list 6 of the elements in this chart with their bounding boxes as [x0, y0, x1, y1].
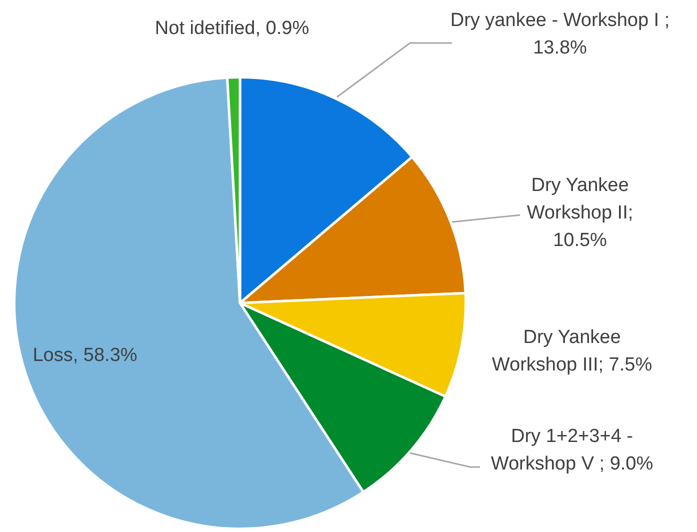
slice-label: Dry 1+2+3+4 - Workshop V ; 9.0%: [490, 426, 654, 475]
slice-label: Loss, 58.3%: [32, 345, 138, 366]
slice-label: Not idetified, 0.9%: [154, 18, 310, 40]
slice-label: Dry Yankee Workshop II; 10.5%: [526, 175, 634, 252]
slice-label: Dry yankee - Workshop I ; 13.8%: [450, 10, 670, 59]
slice-label: Dry Yankee Workshop III; 7.5%: [492, 327, 652, 376]
